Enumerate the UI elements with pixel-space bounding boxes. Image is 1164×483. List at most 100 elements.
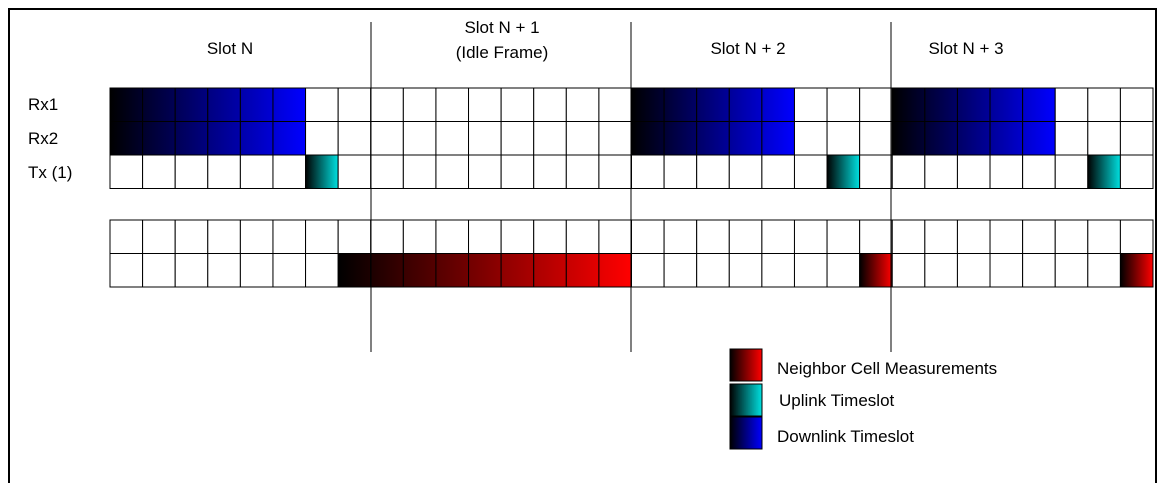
rx1-cell (337, 87, 372, 122)
neighbor-row-cell (109, 253, 144, 288)
legend-label-neighbor: Neighbor Cell Measurements (777, 359, 997, 378)
row-label-tx: Tx (1) (28, 163, 72, 182)
rx2-cell (370, 121, 404, 156)
neighbor-row-cell (1087, 253, 1121, 288)
rx2-cell (435, 121, 470, 156)
tx-cell (663, 154, 698, 189)
lower-row-1-cell (1022, 219, 1056, 254)
neighbor-row-cell (239, 253, 274, 288)
rx2-cell (239, 121, 274, 156)
rx2-cell (859, 121, 893, 156)
neighbor-row-cell (859, 253, 893, 288)
neighbor-row-cell (500, 253, 535, 288)
legend: Neighbor Cell Measurements Uplink Timesl… (729, 348, 997, 450)
diagram-frame (8, 8, 1157, 483)
rx2-cell (924, 121, 958, 156)
rx1-cell (1022, 87, 1056, 122)
lower-row-1-cell (924, 219, 958, 254)
rx2-cell (826, 121, 861, 156)
rx2-cell (207, 121, 241, 156)
rx2-cell (1119, 121, 1154, 156)
neighbor-row-cell (631, 253, 665, 288)
legend-label-uplink: Uplink Timeslot (779, 391, 895, 410)
tx-cell (1087, 154, 1121, 189)
neighbor-row-cell (142, 253, 176, 288)
rx1-cell (142, 87, 176, 122)
rx2-cell (989, 121, 1024, 156)
rx1-cell (500, 87, 535, 122)
slot-header-n: Slot N (207, 39, 253, 58)
tx-cell (1054, 154, 1089, 189)
tx-cell (924, 154, 958, 189)
lower-row-1-cell (370, 219, 404, 254)
legend-swatch-downlink (729, 416, 763, 450)
neighbor-row-cell (1119, 253, 1154, 288)
tx-cell (891, 154, 926, 189)
rx2-cell (402, 121, 437, 156)
rx2-cell (956, 121, 991, 156)
tx-cell (533, 154, 567, 189)
tx-cell (793, 154, 828, 189)
neighbor-row-cell (370, 253, 404, 288)
lower-row-1-cell (598, 219, 632, 254)
rx1-cell (370, 87, 404, 122)
slot-header-n3: Slot N + 3 (928, 39, 1003, 58)
tx-cell (1119, 154, 1154, 189)
neighbor-row-cell (793, 253, 828, 288)
row-label-rx2: Rx2 (28, 129, 58, 148)
tx-cell (598, 154, 632, 189)
tx-cell (402, 154, 437, 189)
row-labels: Rx1 Rx2 Tx (1) (28, 95, 72, 182)
lower-row-1-cell (663, 219, 698, 254)
tx-cell (631, 154, 665, 189)
rx2-cell (565, 121, 600, 156)
rx1-cell (793, 87, 828, 122)
tx-cell (174, 154, 209, 189)
rx2-cell (793, 121, 828, 156)
lower-row-1-cell (109, 219, 144, 254)
rx2-cell (1022, 121, 1056, 156)
neighbor-row-cell (598, 253, 632, 288)
rx2-cell (1054, 121, 1089, 156)
neighbor-row-cell (663, 253, 698, 288)
tx-cell (989, 154, 1024, 189)
rx1-cell (207, 87, 241, 122)
rx1-cell (533, 87, 567, 122)
neighbor-row-cell (696, 253, 730, 288)
neighbor-row-cell (989, 253, 1024, 288)
neighbor-row-cell (207, 253, 241, 288)
rx2-cell (631, 121, 665, 156)
rx2-cell (109, 121, 144, 156)
rx1-cell (239, 87, 274, 122)
neighbor-row-cell (1054, 253, 1089, 288)
lower-row-1-cell (891, 219, 926, 254)
lower-row-1-cell (696, 219, 730, 254)
neighbor-row-cell (435, 253, 470, 288)
rx2-cell (533, 121, 567, 156)
rx2-cell (598, 121, 632, 156)
rx2-cell (142, 121, 176, 156)
rx2-cell (696, 121, 730, 156)
rx1-cell (891, 87, 926, 122)
rx1-cell (989, 87, 1024, 122)
tx-cell (956, 154, 991, 189)
lower-row-1-cell (337, 219, 372, 254)
lower-timeslot-grid (109, 219, 1154, 288)
tx-cell (435, 154, 470, 189)
tx-cell (142, 154, 176, 189)
lower-row-1-cell (826, 219, 861, 254)
slot-dividers (370, 22, 892, 352)
rx1-cell (728, 87, 763, 122)
rx2-cell (728, 121, 763, 156)
neighbor-row-cell (826, 253, 861, 288)
rx2-cell (891, 121, 926, 156)
tx-cell (370, 154, 404, 189)
neighbor-row-cell (956, 253, 991, 288)
neighbor-row-cell (174, 253, 209, 288)
neighbor-row-cell (402, 253, 437, 288)
tx-cell (337, 154, 372, 189)
lower-row-1-cell (1054, 219, 1089, 254)
neighbor-row-cell (305, 253, 339, 288)
tx-cell (109, 154, 144, 189)
